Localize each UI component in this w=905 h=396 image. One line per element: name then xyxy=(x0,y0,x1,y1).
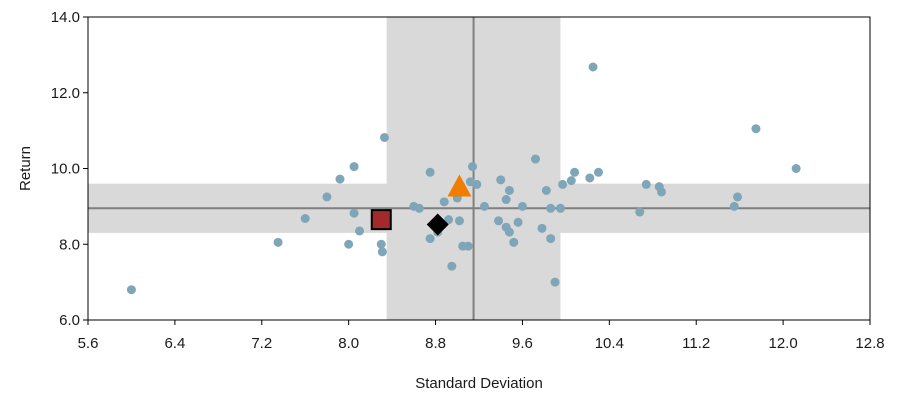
x-tick-label: 11.2 xyxy=(682,335,710,352)
scatter-point xyxy=(126,285,136,295)
quadrant-bands xyxy=(88,17,870,320)
y-tick-label: 12.0 xyxy=(51,85,80,102)
scatter-point xyxy=(791,164,801,173)
scatter-point xyxy=(593,167,603,177)
scatter-point xyxy=(530,154,540,164)
x-tick-label: 12.0 xyxy=(769,335,798,352)
square-marker xyxy=(370,209,392,231)
y-tick-label: 6.0 xyxy=(59,312,80,329)
axis-ticks: 5.6 6.4 7.2 8.0 8.8 9.6 10.4 11.2 12.0 12.8 6.0 8.0… xyxy=(51,9,885,352)
scatter-point xyxy=(300,213,310,223)
diamond-marker xyxy=(426,213,449,236)
scatter-point xyxy=(566,176,576,186)
scatter-point xyxy=(504,227,514,237)
data-points xyxy=(126,62,801,295)
scatter-point xyxy=(414,203,424,213)
scatter-point xyxy=(463,241,473,251)
scatter-point xyxy=(447,261,457,271)
x-axis-title: Standard Deviation xyxy=(415,375,543,392)
scatter-point xyxy=(467,162,477,172)
scatter-point xyxy=(751,124,761,134)
x-tick-label: 5.6 xyxy=(78,335,99,352)
scatter-point xyxy=(380,132,390,142)
scatter-point xyxy=(732,192,742,202)
scatter-point xyxy=(494,216,504,226)
scatter-point xyxy=(570,167,580,177)
scatter-point xyxy=(541,185,551,195)
scatter-point xyxy=(504,185,514,195)
x-tick-label: 10.4 xyxy=(595,335,624,352)
y-tick-label: 10.0 xyxy=(51,161,80,178)
y-tick-label: 8.0 xyxy=(59,236,80,253)
scatter-point xyxy=(454,216,464,226)
x-tick-label: 8.8 xyxy=(425,335,446,352)
scatter-point xyxy=(656,187,666,197)
x-tick-label: 6.4 xyxy=(164,335,185,352)
scatter-point xyxy=(546,234,556,244)
scatter-point xyxy=(729,201,739,211)
scatter-point xyxy=(479,201,489,211)
scatter-point xyxy=(355,226,365,236)
scatter-point xyxy=(641,179,651,189)
scatter-point xyxy=(425,234,435,244)
scatter-point xyxy=(537,223,547,233)
scatter-point xyxy=(585,173,595,183)
scatter-point xyxy=(444,215,454,225)
scatter-point xyxy=(322,192,332,202)
scatter-point xyxy=(376,239,386,249)
scatter-point xyxy=(425,167,435,177)
scatter-point xyxy=(558,179,568,189)
scatter-point xyxy=(335,174,345,184)
scatter-point xyxy=(273,237,283,247)
scatter-point xyxy=(550,277,560,287)
y-tick-label: 14.0 xyxy=(51,9,80,26)
scatter-point xyxy=(496,175,506,185)
scatter-point xyxy=(635,207,645,217)
x-tick-label: 9.6 xyxy=(512,335,533,352)
scatter-point xyxy=(555,203,565,213)
x-tick-label: 7.2 xyxy=(251,335,272,352)
scatter-point xyxy=(472,179,482,189)
y-axis-title: Return xyxy=(17,146,34,191)
scatter-point xyxy=(349,208,359,218)
scatter-point xyxy=(546,203,556,213)
scatter-point xyxy=(377,247,387,257)
x-tick-label: 8.0 xyxy=(338,335,359,352)
triangle-marker xyxy=(447,174,472,197)
scatter-point xyxy=(501,195,511,205)
scatter-point xyxy=(344,239,354,249)
scatter-point xyxy=(439,197,449,207)
scatter-point xyxy=(588,62,598,72)
scatter-point xyxy=(513,217,523,227)
scatter-point xyxy=(349,162,359,172)
scatter-point xyxy=(509,237,519,247)
scatter-point xyxy=(517,201,527,211)
x-tick-label: 12.8 xyxy=(855,335,884,352)
